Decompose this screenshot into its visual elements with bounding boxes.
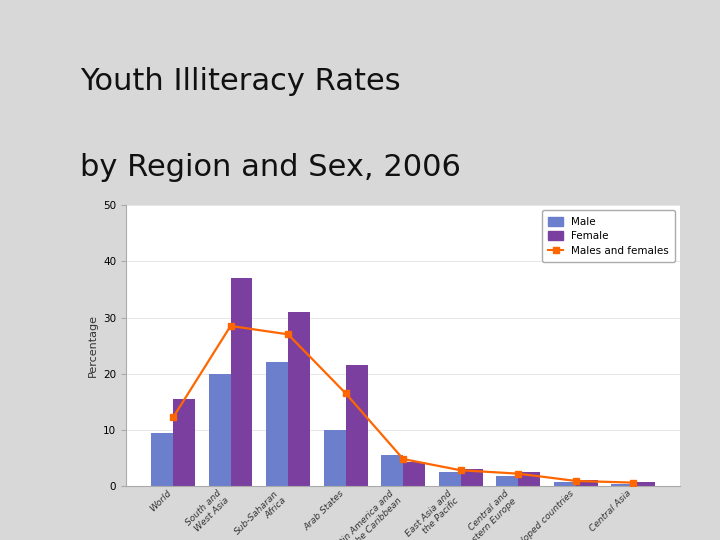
Y-axis label: Percentage: Percentage [88, 314, 98, 377]
Bar [518, 472, 540, 486]
Text: Youth Illiteracy Rates: Youth Illiteracy Rates [81, 68, 401, 97]
Bar [439, 472, 461, 486]
Bar [288, 312, 310, 486]
Bar [173, 399, 195, 486]
Bar [403, 462, 425, 486]
Bar [461, 469, 482, 486]
Bar [382, 455, 403, 486]
Bar [151, 433, 173, 486]
Bar [634, 482, 655, 486]
Bar [230, 278, 253, 486]
Bar [346, 365, 367, 486]
Bar [209, 374, 230, 486]
Bar [496, 476, 518, 486]
Bar [554, 482, 576, 486]
Bar [576, 481, 598, 486]
Legend: Male, Female, Males and females: Male, Female, Males and females [542, 211, 675, 262]
Bar [324, 430, 346, 486]
Text: by Region and Sex, 2006: by Region and Sex, 2006 [81, 152, 462, 181]
Bar [266, 362, 288, 486]
Bar [611, 484, 634, 486]
